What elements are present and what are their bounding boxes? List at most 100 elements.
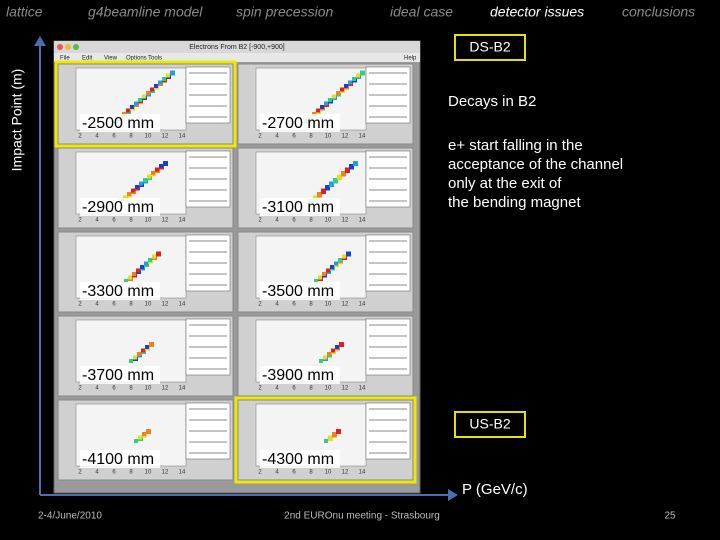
arrow-head <box>448 489 458 501</box>
panel-tick: 14 <box>179 386 186 392</box>
hist-cell <box>324 439 328 443</box>
hist-cell <box>316 108 320 113</box>
hist-cell <box>344 84 348 88</box>
hist-cell <box>139 181 143 186</box>
nav-item[interactable]: g4beamline model <box>88 4 203 20</box>
panel-tick: 14 <box>179 470 186 476</box>
panel-tick: 8 <box>309 470 313 476</box>
hist-cell <box>133 355 137 360</box>
hist-cell <box>141 348 145 353</box>
hist-cell <box>340 87 344 92</box>
panel-tick: 8 <box>309 134 313 140</box>
hist-cell <box>356 73 360 78</box>
hist-cell <box>137 352 141 356</box>
label-bg <box>260 198 340 216</box>
hist-cell <box>336 91 340 95</box>
panel-tick: 6 <box>112 218 116 224</box>
highlight-box <box>54 60 237 148</box>
nav-item[interactable]: detector issues <box>490 4 584 20</box>
panel-tick: 8 <box>129 470 133 476</box>
hist-cell <box>142 432 146 436</box>
panel-tick: 6 <box>292 470 296 476</box>
panel-tick: 4 <box>275 470 279 476</box>
panel-tick: 6 <box>112 470 116 476</box>
label-bg <box>260 282 340 300</box>
hist-cell <box>319 359 323 363</box>
panel-tick: 10 <box>145 302 152 308</box>
notes-line: e+ start falling in the <box>448 137 583 154</box>
menu-item[interactable]: File <box>60 56 70 62</box>
panel-tick: 8 <box>309 218 313 224</box>
window-button[interactable] <box>57 44 63 50</box>
hist-cell <box>128 275 132 280</box>
window-button[interactable] <box>73 44 79 50</box>
panel-tick: 4 <box>95 470 99 476</box>
hist-cell <box>124 279 128 283</box>
panel-tick: 12 <box>162 470 169 476</box>
menu-item[interactable]: View <box>104 56 118 62</box>
panel-tick: 10 <box>325 302 332 308</box>
panel-tick: 12 <box>342 218 349 224</box>
menu-item[interactable]: Edit <box>82 56 93 62</box>
arrow-head <box>34 36 46 46</box>
nav-item[interactable]: lattice <box>6 4 43 20</box>
nav-item[interactable]: spin precession <box>236 4 333 20</box>
panel-tick: 4 <box>95 386 99 392</box>
hist-cell <box>334 261 338 266</box>
hist-cell <box>342 254 346 259</box>
panel-tick: 10 <box>145 470 152 476</box>
hist-cell <box>332 432 336 436</box>
hist-cell <box>341 171 345 175</box>
menu-item[interactable]: Tools <box>148 56 162 62</box>
panel-tick: 12 <box>162 302 169 308</box>
hist-cell <box>335 345 339 349</box>
nav-item[interactable]: conclusions <box>622 4 695 20</box>
hist-cell <box>331 348 335 353</box>
panel-label: -4300 mm <box>262 451 334 468</box>
hist-cell <box>332 94 336 99</box>
hist-cell <box>130 105 134 109</box>
footer-event: 2nd EUROnu meeting - Strasbourg <box>284 511 440 522</box>
hist-cell <box>148 258 152 262</box>
panel-tick: 8 <box>129 386 133 392</box>
panel-tick: 14 <box>359 218 366 224</box>
window-button[interactable] <box>65 44 71 50</box>
hist-cell <box>166 73 170 78</box>
panel-label: -4100 mm <box>82 451 154 468</box>
hist-cell <box>330 265 334 269</box>
hist-cell <box>149 342 154 347</box>
panel-tick: 6 <box>292 218 296 224</box>
panel-tick: 2 <box>78 134 82 140</box>
panel-tick: 4 <box>275 302 279 308</box>
hist-cell <box>326 268 330 273</box>
panel-label: -3500 mm <box>262 283 334 300</box>
panel-tick: 4 <box>275 134 279 140</box>
panel-tick: 2 <box>258 386 262 392</box>
hist-cell <box>329 181 333 186</box>
hist-cell <box>338 258 342 262</box>
panel-label: -2500 mm <box>82 115 154 132</box>
hist-cell <box>151 171 155 175</box>
hist-cell <box>314 279 318 283</box>
hist-cell <box>325 185 329 189</box>
hist-cell <box>150 87 154 92</box>
panel-tick: 2 <box>78 302 82 308</box>
page-number: 25 <box>664 511 676 522</box>
panel-tick: 14 <box>179 302 186 308</box>
hist-cell <box>127 192 131 196</box>
panel-tick: 6 <box>112 386 116 392</box>
nav-item[interactable]: ideal case <box>390 4 453 20</box>
panel-tick: 4 <box>95 302 99 308</box>
panel-label: -3900 mm <box>262 367 334 384</box>
menu-item[interactable]: Help <box>404 56 417 62</box>
notes-line: acceptance of the channel <box>448 156 623 173</box>
menu-item[interactable]: Options <box>126 56 147 62</box>
panel-tick: 14 <box>359 302 366 308</box>
hist-cell <box>132 272 136 276</box>
hist-cell <box>152 254 156 259</box>
notes-line: only at the exit of <box>448 175 562 192</box>
hist-cell <box>145 345 149 349</box>
hist-cell <box>345 167 349 172</box>
